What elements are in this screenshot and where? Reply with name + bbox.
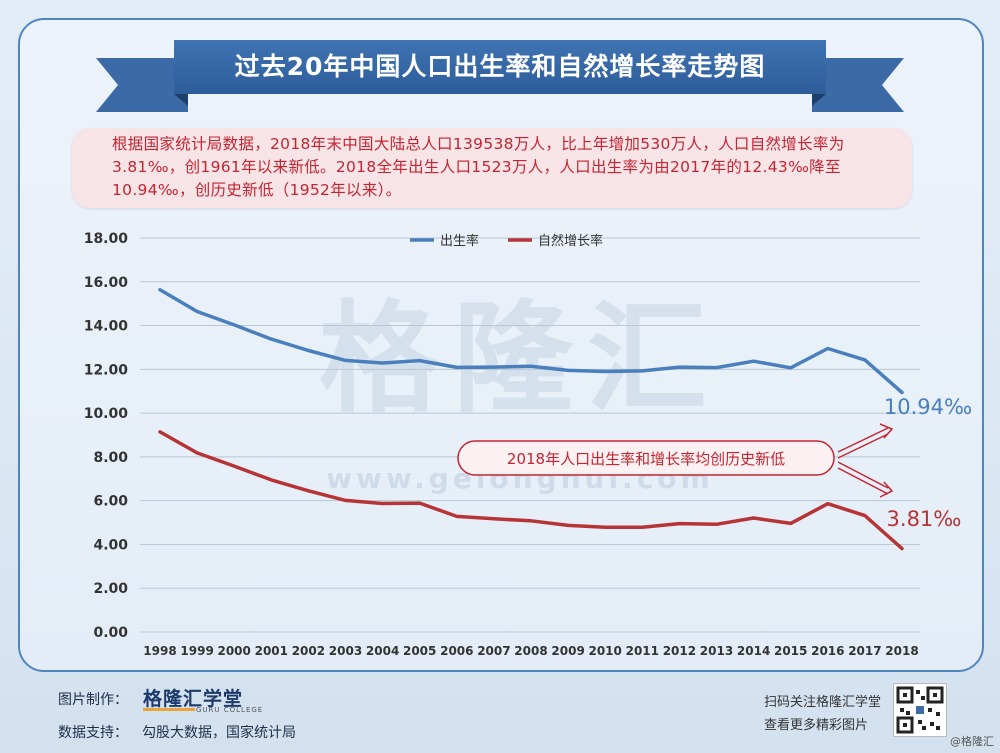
y-axis-ticks: 0.00 2.00 4.00 6.00 8.00 10.00 12.00 14.00 16.00… [84, 231, 129, 641]
callout-arrow-up [837, 427, 889, 453]
x-tick-label: 2012 [663, 644, 696, 658]
x-tick-label: 2000 [217, 644, 250, 658]
qr-code[interactable] [893, 683, 947, 737]
brand-logo: 格隆汇学堂 [143, 688, 244, 710]
callout-arrowhead-down [879, 481, 894, 498]
x-axis-ticks: 1998 1999 2000 2001 2002 2003 2004 2005 2006 2007… [143, 644, 918, 658]
legend-label: 自然增长率 [538, 233, 603, 249]
x-tick-label: 2016 [811, 644, 844, 658]
x-tick-label: 2001 [255, 644, 288, 658]
qr-caption-1: 扫码关注格隆汇学堂 [764, 695, 882, 710]
end-label-birth: 10.94‰ [884, 395, 972, 419]
callout-arrow-down [837, 461, 889, 489]
x-tick-label: 2010 [588, 644, 621, 658]
y-tick-label: 14.00 [84, 319, 129, 335]
brand-underline [143, 708, 195, 711]
y-tick-label: 6.00 [93, 494, 128, 510]
x-tick-label: 1999 [180, 644, 213, 658]
x-tick-label: 2004 [366, 644, 399, 658]
x-tick-label: 2005 [403, 644, 436, 658]
x-tick-label: 2007 [477, 644, 510, 658]
made-by-label: 图片制作： [58, 692, 128, 708]
legend-label: 出生率 [440, 233, 479, 249]
page-title: 过去20年中国人口出生率和自然增长率走势图 [174, 40, 826, 94]
brand-subtitle: GURU COLLEGE [196, 706, 264, 714]
x-tick-label: 2011 [626, 644, 659, 658]
intro-text: 根据国家统计局数据，2018年末中国大陆总人口139538万人，比上年增加530… [112, 135, 845, 199]
x-tick-label: 2003 [329, 644, 362, 658]
callout-arrow-down-2 [837, 467, 889, 495]
title-banner: 过去20年中国人口出生率和自然增长率走势图 [96, 40, 904, 120]
qr-caption-2: 查看更多精彩图片 [764, 718, 869, 733]
x-tick-label: 2015 [774, 644, 807, 658]
x-tick-label: 2008 [514, 644, 547, 658]
corner-watermark: @格隆汇 [950, 735, 994, 748]
y-tick-label: 16.00 [84, 275, 129, 291]
x-tick-label: 2006 [440, 644, 473, 658]
x-tick-label: 2002 [292, 644, 325, 658]
y-tick-label: 8.00 [93, 450, 128, 466]
x-tick-label: 2017 [848, 644, 881, 658]
qr-pattern-icon [896, 686, 944, 734]
x-tick-label: 2013 [700, 644, 733, 658]
data-support-value: 勾股大数据，国家统计局 [142, 725, 296, 741]
callout-text: 2018年人口出生率和增长率均创历史新低 [507, 450, 785, 468]
y-tick-label: 2.00 [93, 581, 128, 597]
watermark: 格隆汇 www.gelonghui.com [319, 290, 721, 495]
series-line [158, 287, 904, 395]
legend: 出生率 自然增长率 [410, 233, 603, 249]
y-tick-label: 18.00 [84, 231, 129, 247]
callout-arrowhead-up [879, 423, 894, 439]
end-label-growth: 3.81‰ [887, 507, 962, 531]
y-tick-label: 12.00 [84, 362, 129, 378]
callout-arrow-up-2 [837, 433, 889, 459]
x-tick-label: 1998 [143, 644, 176, 658]
y-tick-label: 10.00 [84, 406, 129, 422]
y-tick-label: 0.00 [93, 625, 128, 641]
banner-ribbon [96, 58, 904, 112]
data-support-label: 数据支持： [58, 725, 128, 741]
callout-box [457, 440, 835, 476]
series-lines [158, 287, 904, 551]
x-tick-label: 2014 [737, 644, 770, 658]
watermark-brand: 格隆汇 [319, 290, 721, 429]
intro-box [72, 128, 912, 208]
x-tick-label: 2018 [885, 644, 918, 658]
x-tick-label: 2009 [551, 644, 584, 658]
callout: 2018年人口出生率和增长率均创历史新低 [457, 423, 894, 498]
y-tick-label: 4.00 [93, 537, 128, 553]
chart-card [18, 18, 984, 672]
